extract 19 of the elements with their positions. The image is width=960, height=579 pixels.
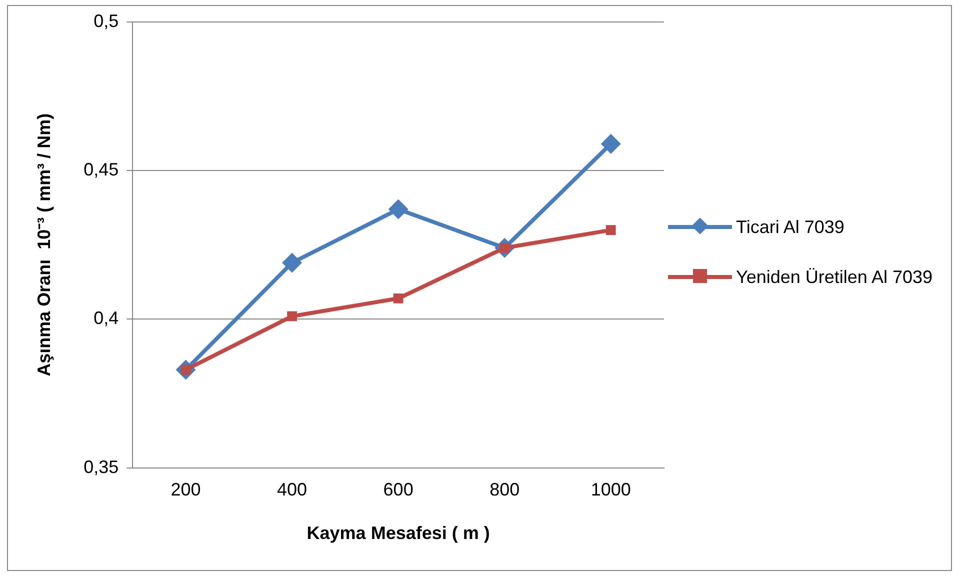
x-axis-title: Kayma Mesafesi ( m ) [306, 523, 490, 544]
x-tick-label: 600 [383, 480, 414, 500]
y-tick-label: 0,45 [84, 160, 119, 180]
point [287, 311, 297, 322]
y-tick-label: 0,4 [94, 308, 119, 328]
x-tick-label: 400 [277, 480, 308, 500]
y-tick-label: 0,5 [94, 10, 119, 31]
point [388, 199, 408, 220]
y-axis-title: Aşınma Oranı 10⁻³ ( mm³ / Nm) [34, 113, 54, 376]
point [606, 225, 616, 235]
point [600, 134, 621, 154]
legend-label: Ticari Al 7039 [736, 216, 844, 239]
x-tick-label: 200 [170, 480, 201, 500]
point [393, 293, 404, 304]
point [282, 252, 302, 273]
x-tick-label: 800 [490, 480, 520, 500]
x-tick-label: 1000 [590, 480, 631, 500]
legend-label: Yeniden Üretilen Al 7039 [736, 266, 932, 289]
y-tick-label: 0,35 [84, 456, 119, 477]
